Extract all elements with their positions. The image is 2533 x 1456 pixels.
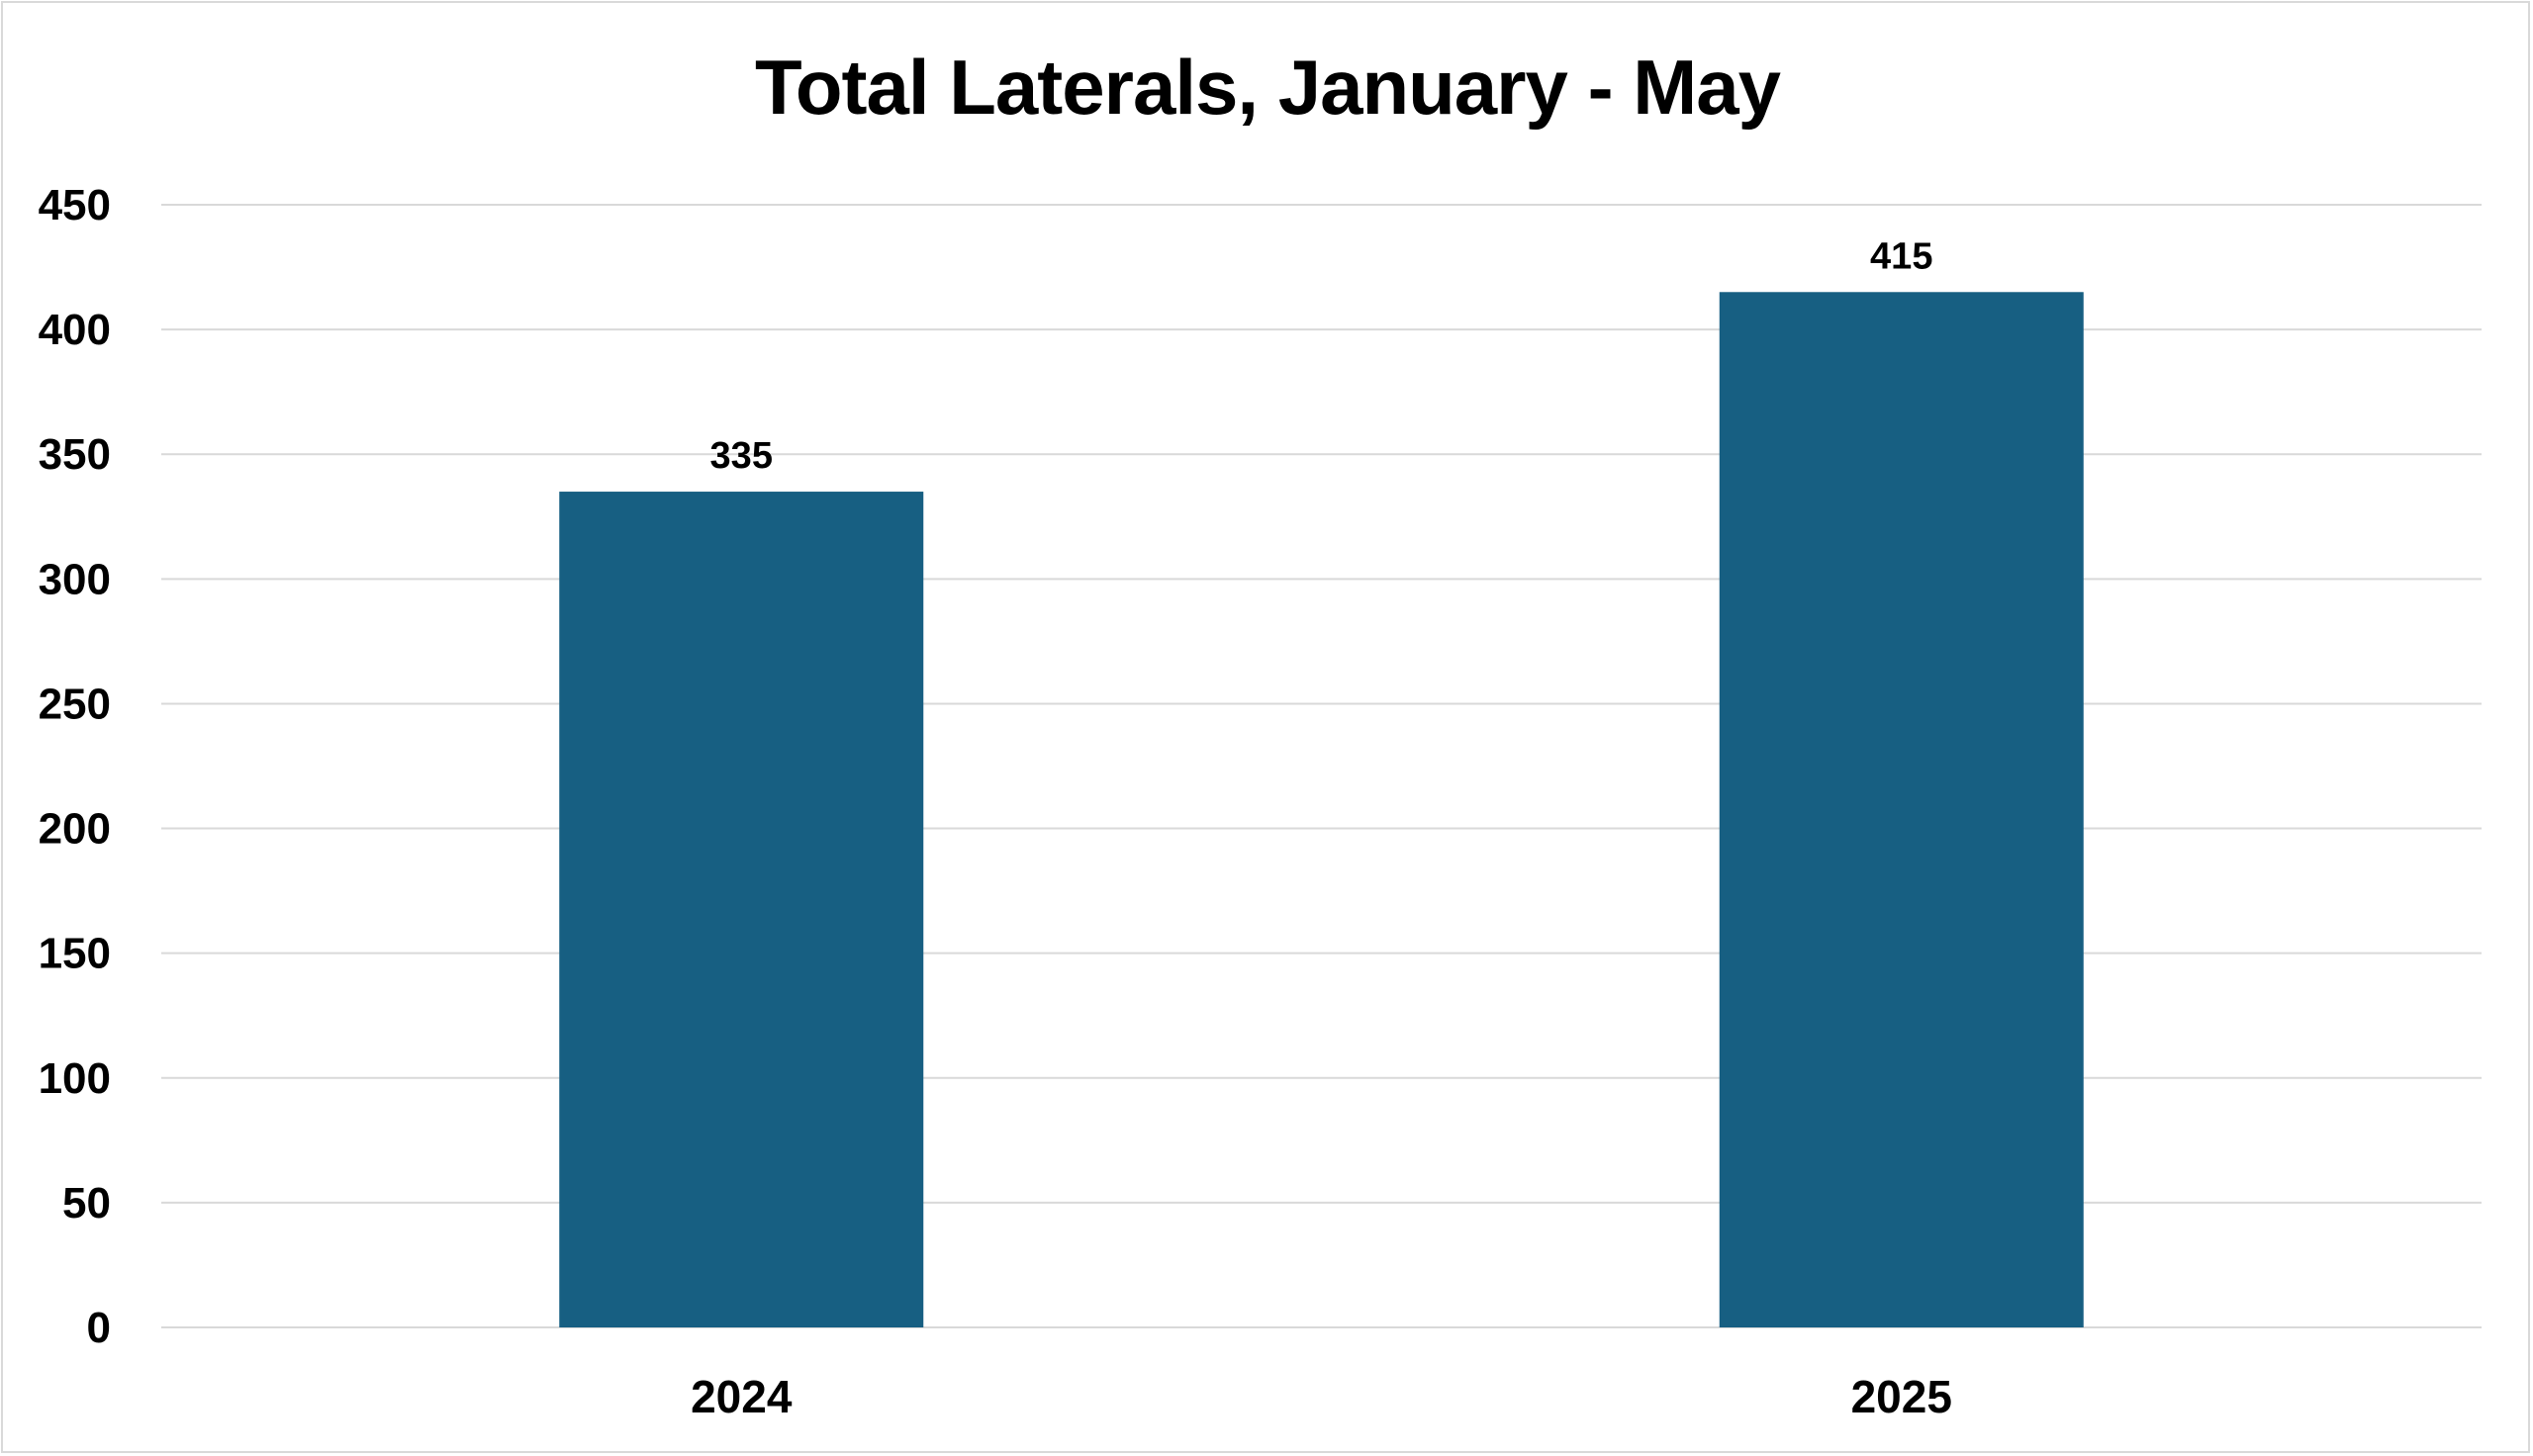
y-tick-label: 250 xyxy=(39,680,111,728)
y-tick-label: 50 xyxy=(62,1179,111,1228)
y-tick-label: 0 xyxy=(87,1304,111,1352)
data-label-2025: 415 xyxy=(1870,235,1932,277)
y-tick-label: 150 xyxy=(39,930,111,978)
y-axis-ticks: 0 50 100 150 200 250 300 350 400 450 xyxy=(39,181,111,1352)
y-tick-label: 300 xyxy=(39,555,111,603)
bar-2025 xyxy=(1719,292,2084,1327)
y-tick-label: 100 xyxy=(39,1054,111,1103)
chart-title: Total Laterals, January - May xyxy=(755,44,1781,131)
gridlines xyxy=(161,204,2482,1328)
y-tick-label: 350 xyxy=(39,430,111,479)
data-label-2024: 335 xyxy=(710,435,773,477)
x-tick-label-2025: 2025 xyxy=(1851,1371,1952,1422)
x-tick-label-2024: 2024 xyxy=(691,1371,793,1422)
y-tick-label: 200 xyxy=(39,805,111,854)
y-tick-label: 400 xyxy=(39,306,111,354)
y-tick-label: 450 xyxy=(39,181,111,229)
x-axis-categories: 2024 2025 xyxy=(691,1371,1952,1422)
bar-2024 xyxy=(559,492,924,1327)
bars xyxy=(559,292,2084,1327)
data-labels: 335 415 xyxy=(710,235,1933,477)
